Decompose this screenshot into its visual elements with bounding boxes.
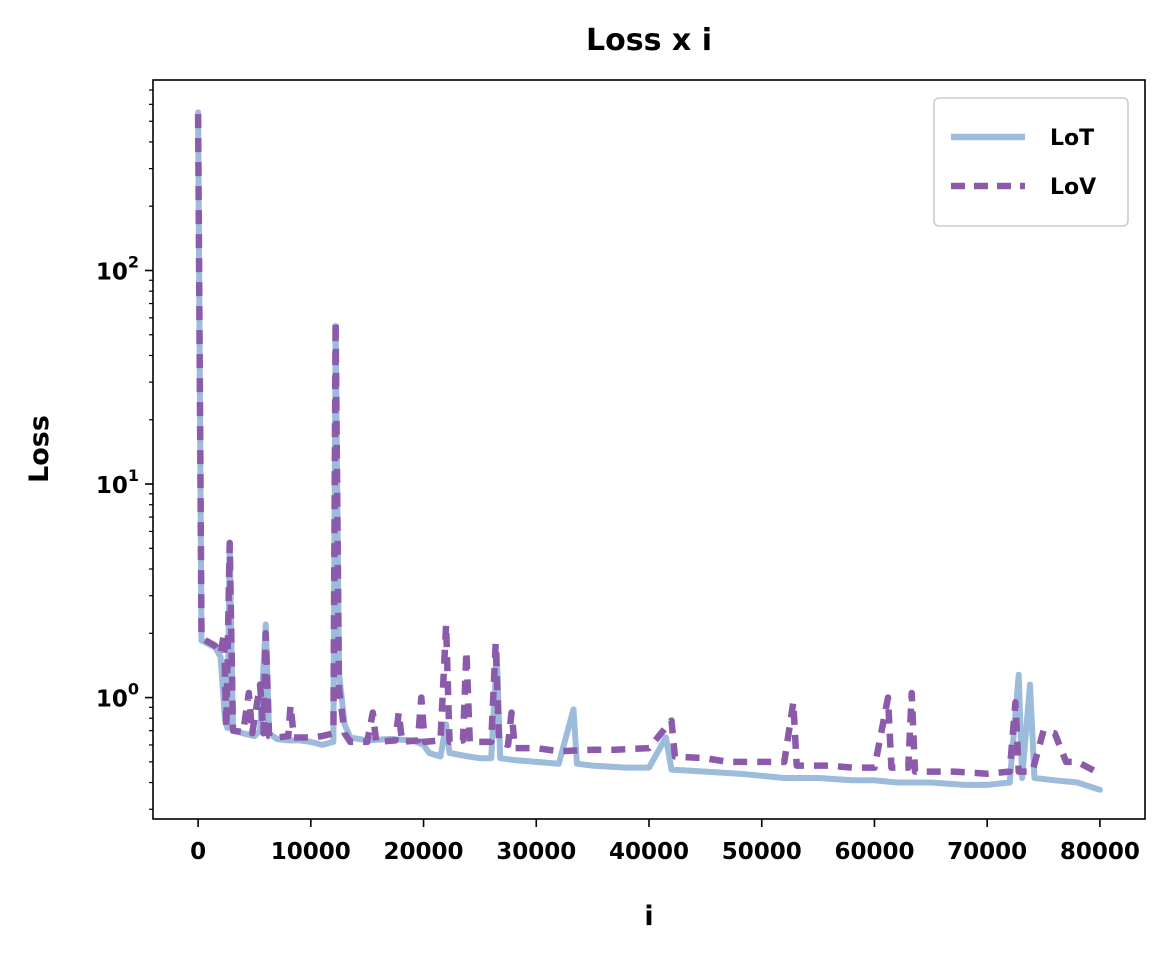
x-tick-label: 40000 — [609, 839, 689, 865]
x-tick-label: 50000 — [722, 839, 802, 865]
x-tick-label: 80000 — [1060, 839, 1140, 865]
legend-label: LoV — [1050, 175, 1096, 200]
x-tick-label: 20000 — [384, 839, 464, 865]
series-layer — [194, 109, 1103, 793]
x-tick-label: 10000 — [271, 839, 351, 865]
plot-frame — [152, 79, 1146, 820]
chart-title: Loss x i — [586, 23, 712, 58]
x-tick-label: 30000 — [496, 839, 576, 865]
legend-label: LoT — [1050, 126, 1094, 151]
series-line-lov — [194, 114, 1102, 777]
x-tick-label: 60000 — [834, 839, 914, 865]
y-axis-label: Loss — [24, 415, 55, 483]
x-axis-label: i — [644, 901, 653, 932]
tick-layer: 0 10000 20000 30000 40000 50000 60000 70000 8000… — [96, 89, 1140, 865]
x-tick-label: 0 — [190, 839, 206, 865]
legend: LoT LoV — [933, 97, 1129, 227]
legend-box — [933, 97, 1129, 227]
x-tick-label: 70000 — [947, 839, 1027, 865]
